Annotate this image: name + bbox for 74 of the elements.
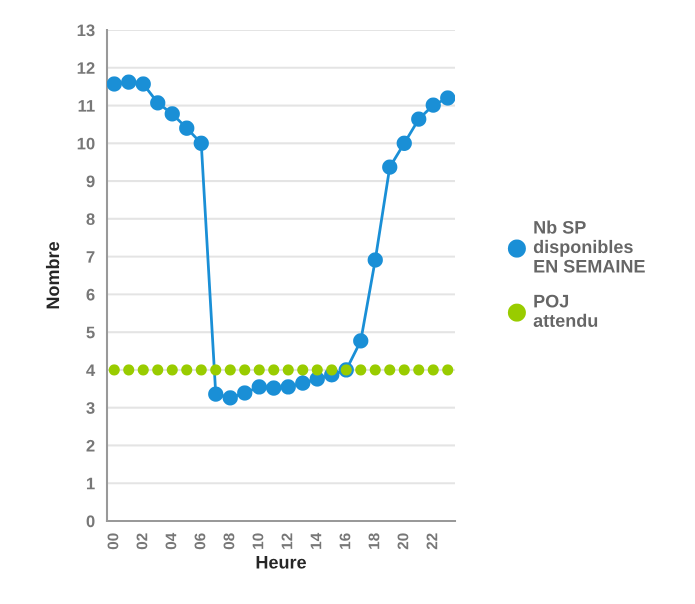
point [440,90,455,106]
point [150,95,166,111]
x-tick-label: 14 [310,532,322,549]
y-tick-label: 1 [86,478,95,490]
point [210,364,222,376]
legend-label: Nb SP disponibles EN SEMAINE [534,220,645,273]
point [370,364,381,376]
point [355,364,366,376]
y-tick-label: 11 [78,100,95,112]
point [282,364,294,376]
point [266,380,282,396]
y-tick-label: 2 [86,440,95,452]
point [208,386,224,402]
point [382,159,398,175]
y-tick-label: 0 [86,515,95,528]
point [411,111,426,127]
x-tick-label: 20 [398,533,408,550]
point [166,364,178,376]
point [164,106,180,122]
y-tick-label: 8 [86,213,95,226]
point [237,385,252,401]
point [138,364,149,376]
x-tick-label: 08 [224,533,234,550]
point [108,364,120,376]
x-tick-label: 00 [108,533,118,550]
point [268,364,280,376]
point [442,364,454,376]
point [384,364,396,376]
point [254,364,265,376]
point [123,364,134,376]
point [413,364,424,376]
point [353,333,368,348]
point [136,76,151,92]
point [222,390,238,406]
y-tick-label: 10 [78,138,95,150]
y-tick-label: 7 [86,251,94,263]
point [152,364,164,376]
point [297,364,308,376]
y-tick-label: 9 [86,175,95,188]
y-tick-label: 3 [86,402,95,414]
y-tick-label: 6 [86,288,95,301]
x-tick-label: 18 [368,533,380,549]
point [179,120,194,136]
point [312,364,323,376]
point [181,364,192,376]
point [194,136,209,151]
x-tick-label: 06 [194,533,206,550]
point [368,252,383,268]
point [121,74,136,90]
point [239,364,250,376]
point [396,136,412,151]
x-tick-label: 02 [136,533,148,550]
point [224,364,236,376]
point [196,364,207,376]
x-tick-label: 12 [282,533,292,549]
point [398,364,410,376]
x-tick-label: 10 [252,533,264,549]
point [295,376,310,391]
y-tick-label: 13 [78,24,95,36]
y-tick-label: 5 [86,326,95,338]
x-axis-title: Heure [256,556,306,569]
x-tick-label: 04 [166,532,176,550]
y-tick-label: 12 [78,62,95,74]
y-axis-title: Nombre [46,242,60,308]
point [252,379,267,395]
point [326,364,338,376]
point [426,98,441,113]
point [280,379,296,395]
legend-label: POJ attendu [534,294,598,327]
y-tick-label: 4 [86,364,96,376]
point [428,364,439,376]
x-tick-label: 22 [426,533,438,550]
x-tick-label: 16 [340,533,350,549]
point [107,76,122,92]
